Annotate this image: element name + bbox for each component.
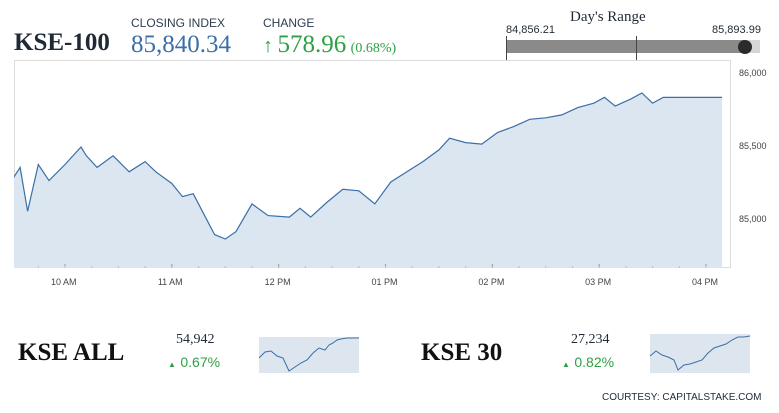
closing-index-label: CLOSING INDEX xyxy=(131,16,226,30)
x-tick-label: 11 AM xyxy=(157,277,183,287)
sparkline-kse-all-icon xyxy=(259,337,359,373)
courtesy-text: COURTESY: CAPITALSTAKE.COM xyxy=(602,392,762,403)
range-high: 85,893.99 xyxy=(712,24,761,36)
x-tick-label: 02 PM xyxy=(478,277,505,287)
kse-all-pct: 0.67% xyxy=(180,354,221,370)
closing-index-value: 85,840.34 xyxy=(131,31,231,58)
y-tick-label: 85,500 xyxy=(739,141,767,151)
kse-all-value: 54,942 xyxy=(176,332,215,347)
index-name: KSE-100 xyxy=(14,29,110,56)
chart-series-line xyxy=(14,92,722,240)
kse-all-change: ▲ 0.67% xyxy=(168,354,220,372)
range-low: 84,856.21 xyxy=(506,24,555,36)
kse-30-pct: 0.82% xyxy=(574,354,615,370)
range-tick-low xyxy=(506,36,507,60)
sparkline-kse-30-icon xyxy=(650,334,750,373)
change-group: ↑ 578.96 (0.68%) xyxy=(263,31,396,59)
triangle-up-icon: ▲ xyxy=(168,360,176,369)
change-percent: (0.68%) xyxy=(350,41,397,56)
triangle-up-icon: ▲ xyxy=(562,360,570,369)
y-tick-label: 85,000 xyxy=(739,214,767,224)
y-tick-label: 86,000 xyxy=(739,68,767,78)
kse-30-value: 27,234 xyxy=(571,332,610,347)
range-knob xyxy=(738,40,752,54)
days-range-title: Day's Range xyxy=(570,9,646,25)
change-value: 578.96 xyxy=(277,31,347,58)
kse-30-change: ▲ 0.82% xyxy=(562,354,614,372)
x-tick-label: 01 PM xyxy=(371,277,398,287)
change-label: CHANGE xyxy=(263,16,315,30)
kse-30-name: KSE 30 xyxy=(421,339,503,366)
arrow-up-icon: ↑ xyxy=(263,35,273,57)
intraday-chart xyxy=(14,60,731,268)
range-fill xyxy=(506,40,745,53)
x-tick-label: 12 PM xyxy=(264,277,291,287)
chart-area-fill xyxy=(14,93,722,268)
x-tick-label: 10 AM xyxy=(51,277,77,287)
x-tick-label: 03 PM xyxy=(585,277,612,287)
x-tick-label: 04 PM xyxy=(692,277,719,287)
range-tick-open xyxy=(636,36,637,60)
kse-all-name: KSE ALL xyxy=(18,339,125,366)
